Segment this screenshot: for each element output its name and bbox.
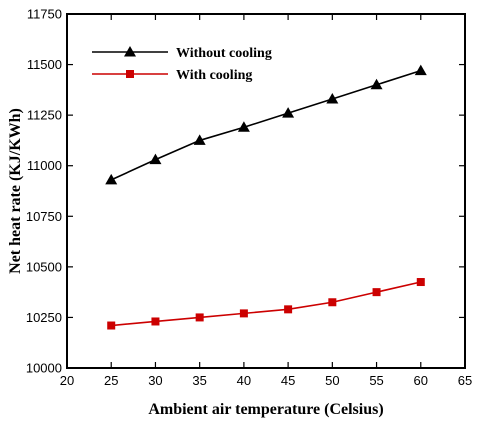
y-tick-label: 10250	[26, 310, 62, 325]
y-axis-label: Net heat rate (KJ/KWh)	[7, 108, 24, 274]
x-axis-ticks: 20 25 30 35 40 45 50 55 60 65	[60, 14, 472, 388]
legend-item: Without cooling	[92, 46, 272, 61]
x-tick-label: 25	[104, 373, 118, 388]
series-layer	[105, 64, 427, 330]
series-without-cooling	[105, 64, 427, 185]
series-with-cooling	[107, 278, 425, 330]
legend-label: Without cooling	[176, 46, 272, 61]
data-point	[195, 313, 204, 322]
y-tick-label: 11750	[27, 7, 62, 22]
y-axis-ticks: 10000 10250 10500 10750 11000 11250 11500 11750	[26, 7, 465, 376]
plot-frame	[66, 13, 466, 369]
x-tick-label: 55	[369, 373, 383, 388]
y-tick-label: 11000	[27, 158, 62, 173]
x-tick-label: 30	[148, 373, 162, 388]
x-tick-label: 65	[458, 373, 472, 388]
legend-label: With cooling	[176, 68, 252, 83]
data-point	[107, 321, 116, 330]
y-tick-label: 10000	[26, 361, 62, 376]
data-point	[105, 173, 118, 185]
legend-marker	[126, 70, 134, 78]
x-tick-label: 60	[414, 373, 428, 388]
x-tick-label: 50	[325, 373, 339, 388]
legend-item: With cooling	[92, 68, 252, 83]
data-point	[193, 134, 206, 145]
y-tick-label: 10500	[26, 259, 62, 274]
data-point	[282, 107, 295, 118]
x-tick-label: 35	[192, 373, 206, 388]
legend: Without cooling With cooling	[92, 46, 272, 83]
series-line	[111, 281, 421, 327]
data-point	[237, 121, 250, 132]
data-point	[149, 153, 162, 165]
legend-marker	[124, 46, 136, 57]
series-line	[110, 69, 422, 181]
x-axis-label: Ambient air temperature (Celsius)	[148, 401, 383, 418]
data-point	[151, 317, 160, 326]
data-point	[326, 92, 339, 104]
data-point	[284, 305, 293, 314]
y-tick-label: 11250	[27, 108, 62, 123]
data-point	[372, 288, 381, 297]
data-point	[328, 298, 337, 307]
x-tick-label: 40	[237, 373, 251, 388]
data-point	[239, 309, 248, 318]
data-point	[416, 278, 425, 287]
x-tick-label: 45	[281, 373, 295, 388]
data-point	[414, 64, 427, 76]
y-tick-label: 11500	[27, 57, 62, 72]
y-tick-label: 10750	[26, 209, 62, 224]
x-tick-label: 20	[60, 373, 74, 388]
data-point	[370, 78, 383, 90]
